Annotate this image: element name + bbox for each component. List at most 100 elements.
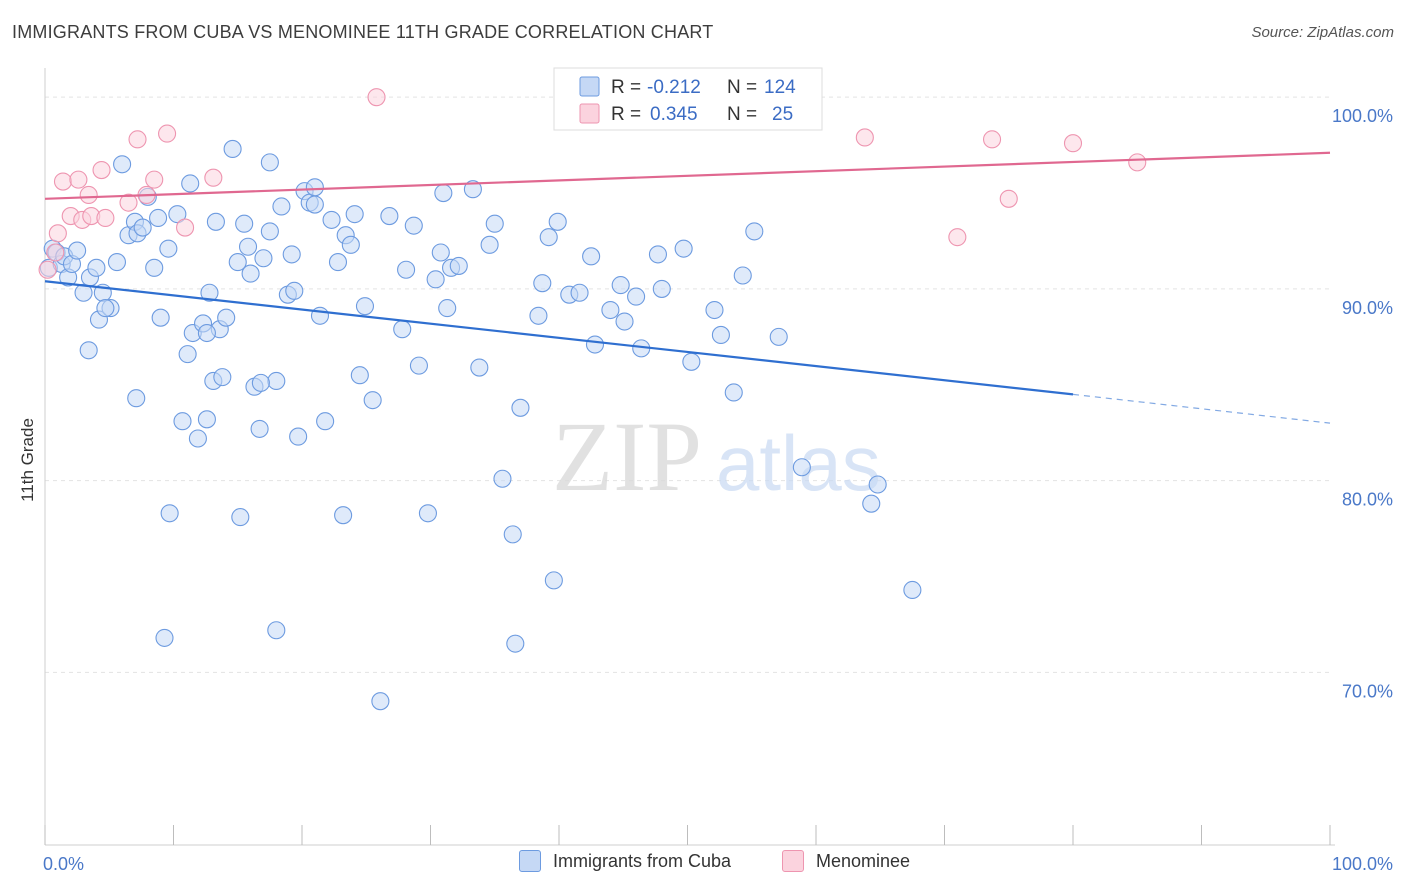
trend-lines (44, 151, 1331, 424)
data-point-cuba (322, 210, 341, 229)
data-point-cuba (305, 178, 324, 197)
legend-label-cuba: Immigrants from Cuba (553, 850, 732, 871)
data-point-cuba (648, 245, 667, 264)
data-point-menominee (53, 172, 73, 191)
data-point-cuba (585, 335, 605, 354)
data-point-menominee (38, 260, 57, 279)
data-point-cuba (200, 283, 219, 302)
y-axis-label: 11th Grade (18, 418, 37, 502)
data-point-cuba (769, 327, 788, 346)
data-point-cuba (426, 270, 445, 289)
data-point-cuba (149, 208, 168, 228)
x-tick-label: 100.0% (1332, 854, 1393, 874)
data-point-cuba (404, 216, 423, 235)
data-point-cuba (251, 373, 270, 392)
data-point-cuba (627, 287, 646, 306)
legend-swatch-blue (579, 76, 600, 97)
data-point-cuba (96, 299, 115, 318)
x-tick-labels: 0.0% 100.0% (43, 854, 1393, 874)
data-point-cuba (79, 341, 98, 360)
trend-line-cuba-extension (1072, 393, 1331, 424)
legend-r-label-2: R = (611, 104, 641, 125)
data-point-cuba (145, 258, 164, 277)
chart-title: IMMIGRANTS FROM CUBA VS MENOMINEE 11TH G… (12, 22, 714, 42)
gridlines (45, 96, 1330, 673)
data-point-cuba (903, 580, 922, 600)
data-point-cuba (409, 356, 428, 375)
legend-swatch-cuba (519, 850, 541, 872)
data-point-cuba (173, 412, 192, 431)
data-point-cuba (418, 504, 437, 523)
legend-swatch-pink (579, 103, 600, 124)
source-label: Source: ZipAtlas.com (1251, 24, 1394, 41)
data-point-cuba (127, 389, 146, 408)
data-point-cuba (615, 312, 634, 331)
y-tick-label: 100.0% (1332, 106, 1393, 126)
data-point-cuba (178, 345, 197, 364)
data-point-cuba (213, 368, 232, 387)
data-point-cuba (745, 222, 764, 241)
data-point-cuba (113, 155, 132, 174)
legend-r-value-1: -0.212 (647, 77, 701, 98)
data-point-cuba (68, 241, 87, 260)
data-point-cuba (431, 243, 450, 262)
data-point-menominee (92, 160, 111, 180)
legend-n-label-2: N = (727, 104, 757, 125)
data-point-cuba (463, 180, 482, 199)
data-point-cuba (250, 419, 269, 438)
data-point-cuba (582, 247, 601, 266)
data-point-cuba (355, 297, 375, 316)
legend-n-value-2: 25 (772, 104, 793, 125)
data-point-menominee (158, 124, 177, 143)
data-point-cuba (493, 469, 512, 488)
data-point-cuba (289, 427, 308, 446)
data-point-cuba (316, 412, 335, 431)
data-point-cuba (363, 391, 382, 410)
data-point-cuba (238, 237, 258, 256)
data-point-cuba (485, 214, 504, 233)
data-point-menominee (176, 218, 195, 237)
data-point-cuba (341, 235, 360, 254)
data-point-cuba (724, 383, 743, 402)
data-point-menominee (48, 224, 67, 243)
data-point-cuba (711, 325, 730, 344)
data-point-cuba (438, 299, 457, 318)
data-point-cuba (328, 253, 348, 272)
series-menominee (38, 88, 1147, 279)
data-point-cuba (155, 628, 174, 647)
data-point-cuba (705, 300, 724, 320)
data-point-menominee (999, 189, 1018, 208)
data-point-cuba (197, 410, 216, 429)
data-point-cuba (197, 323, 216, 343)
legend-r-label-1: R = (611, 77, 641, 98)
data-point-cuba (241, 264, 260, 283)
data-point-cuba (206, 212, 225, 231)
data-point-cuba (674, 239, 693, 258)
data-point-cuba (267, 371, 286, 391)
y-tick-label: 90.0% (1342, 298, 1393, 318)
series-immigrants-from-cuba (39, 139, 922, 711)
data-point-cuba (231, 508, 250, 527)
data-point-menominee (1063, 134, 1083, 153)
y-tick-labels: 100.0% 90.0% 80.0% 70.0% (1332, 106, 1393, 701)
data-point-cuba (107, 253, 127, 272)
data-point-cuba (470, 358, 489, 377)
data-point-menominee (79, 185, 98, 205)
data-point-cuba (570, 283, 589, 302)
data-point-cuba (334, 506, 353, 525)
data-point-cuba (792, 458, 811, 477)
data-point-cuba (503, 525, 522, 544)
data-point-cuba (480, 235, 499, 254)
data-point-cuba (151, 308, 170, 327)
data-point-menominee (204, 168, 223, 187)
watermark-zip: ZIP (552, 401, 702, 512)
legend-n-label-1: N = (727, 77, 757, 98)
data-point-cuba (260, 222, 279, 241)
data-point-menominee (119, 193, 138, 212)
data-point-menominee (982, 130, 1002, 149)
data-point-cuba (397, 260, 416, 279)
data-point-cuba (267, 621, 286, 640)
data-point-menominee (69, 170, 88, 189)
data-point-cuba (235, 214, 254, 233)
